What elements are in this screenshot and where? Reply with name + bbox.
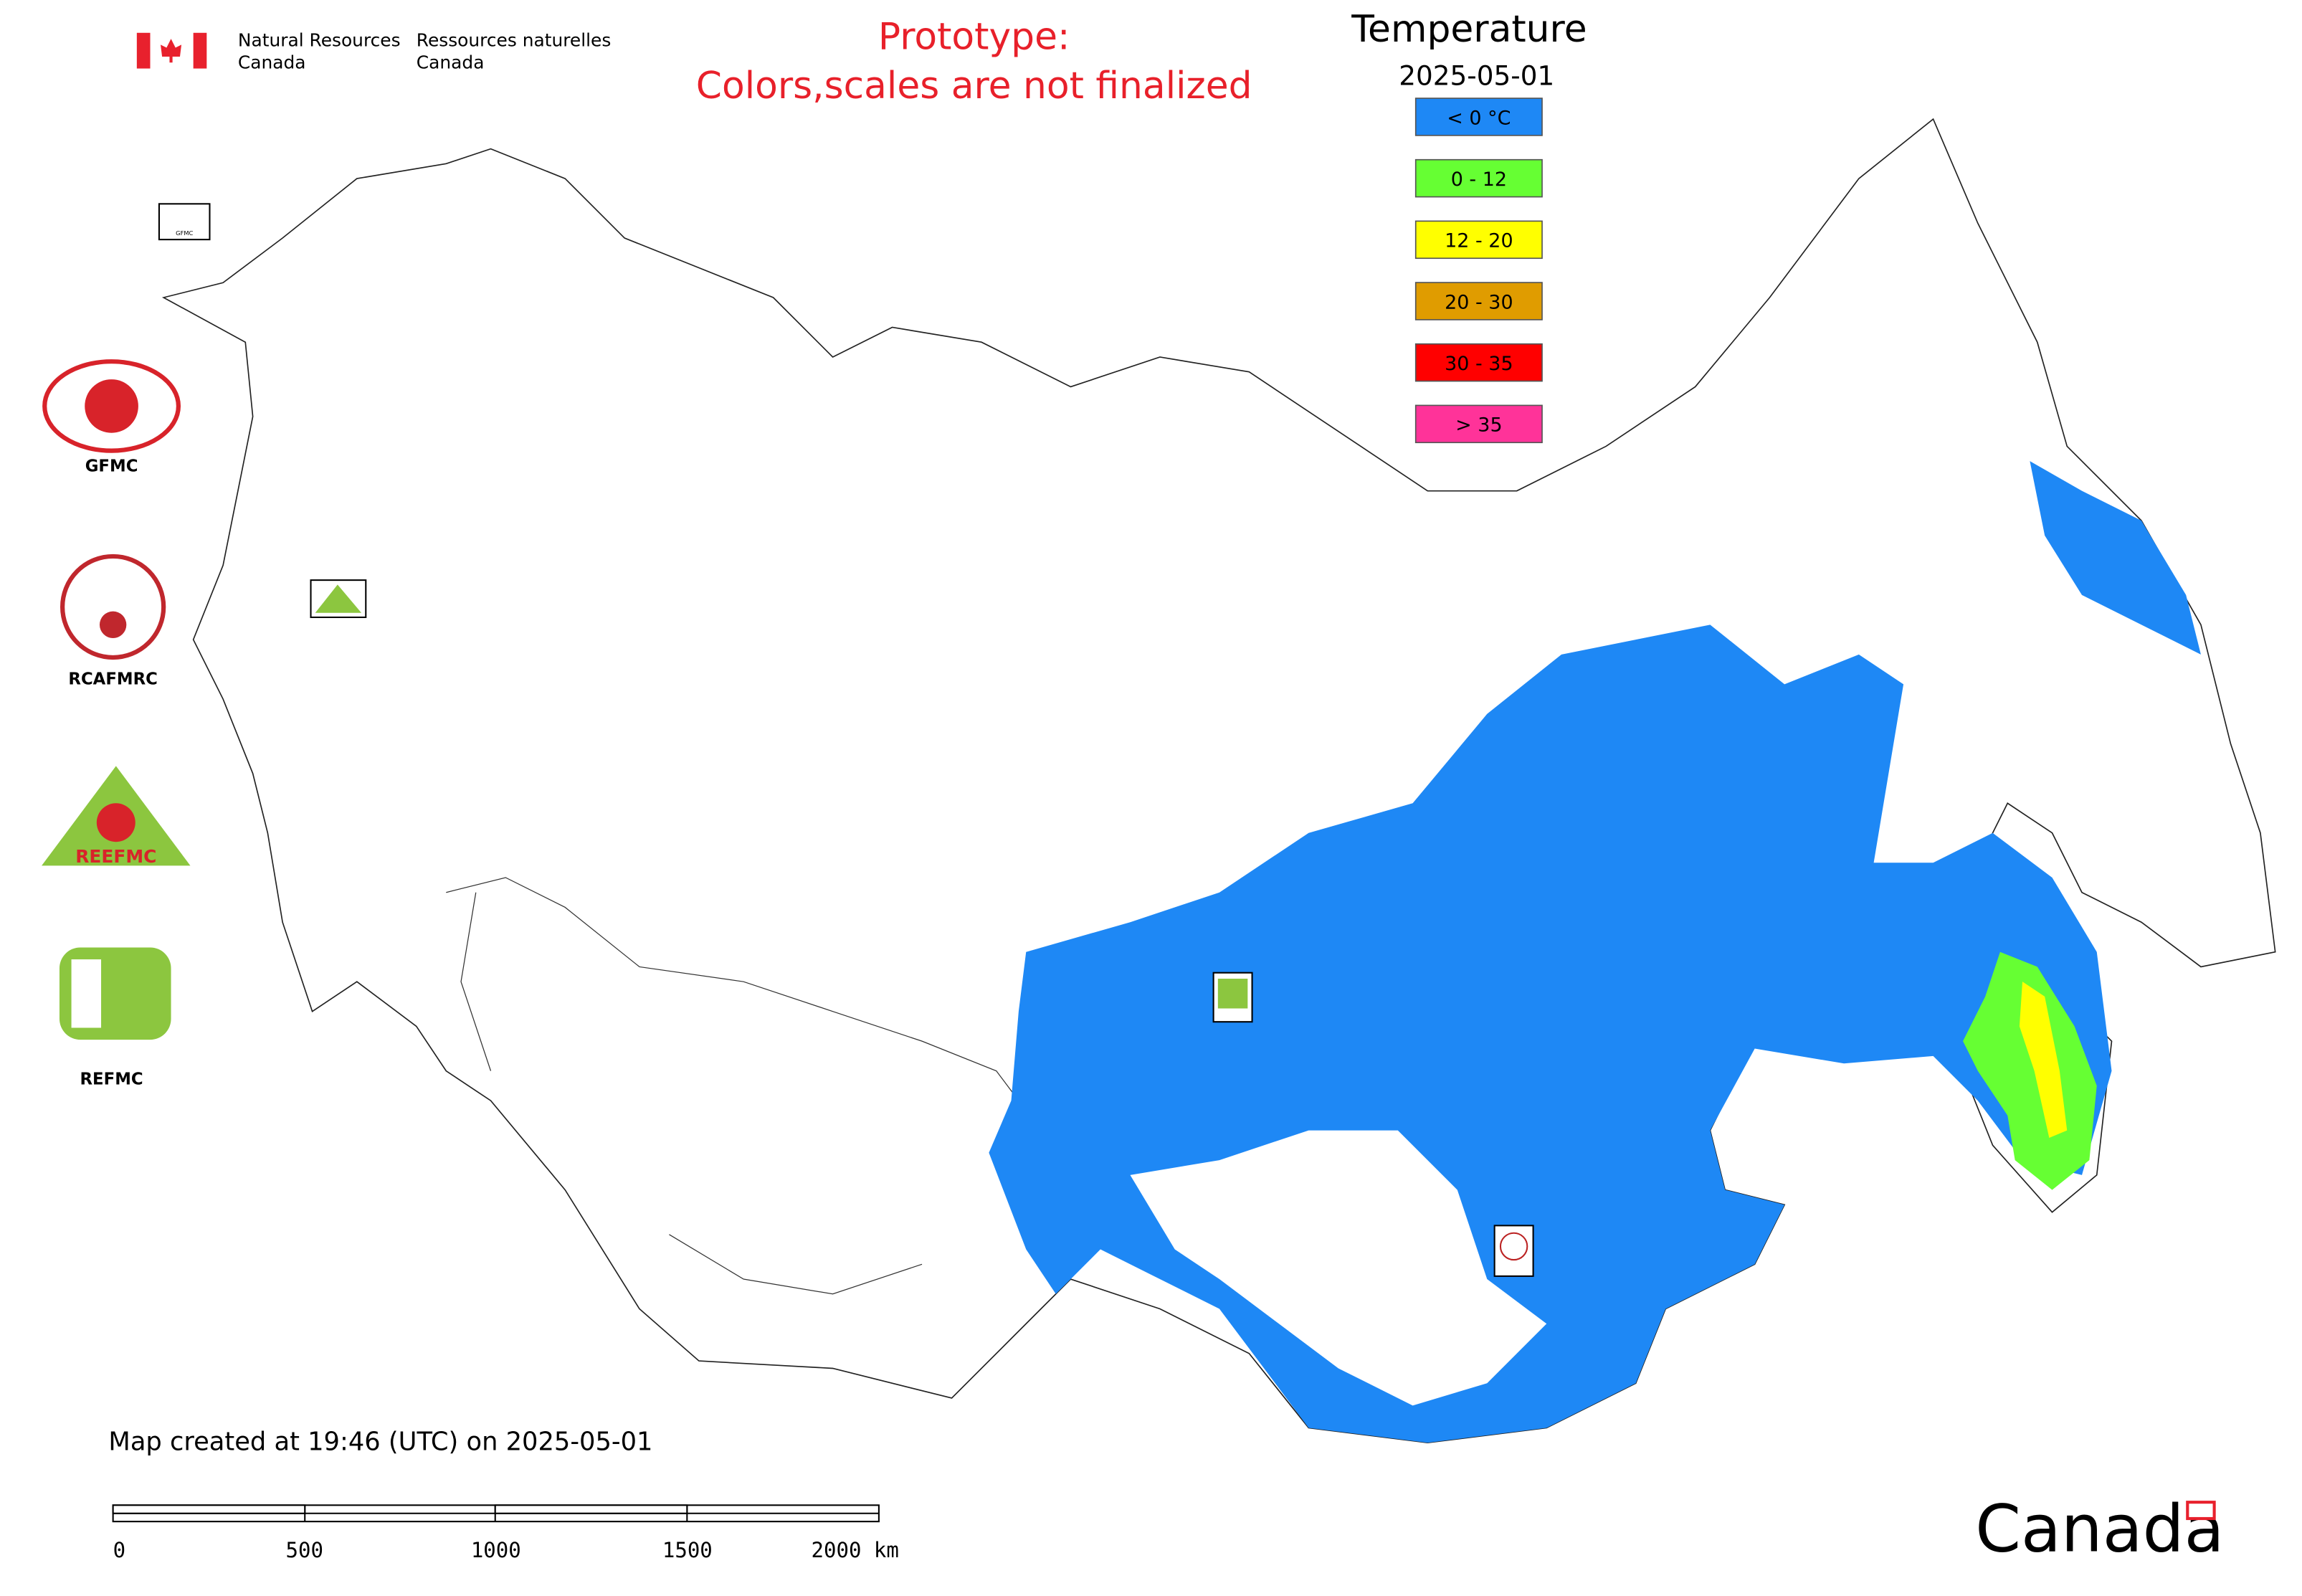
logo-refmc: REFMC: [59, 947, 171, 1088]
legend-date: 2025-05-01: [1399, 60, 1554, 91]
prototype-notice: Colors,scales are not finalized: [696, 65, 1252, 108]
org-en: Natural Resources: [238, 29, 401, 50]
canada-wordmark: Canada: [1975, 1491, 2224, 1567]
org-en: Canada: [238, 52, 306, 73]
map-logo-marker: [1212, 972, 1253, 1023]
scale-bar: [112, 1504, 880, 1523]
scale-label: 500: [285, 1538, 323, 1562]
scale-label: 1000: [471, 1538, 521, 1562]
legend-swatch: [1414, 220, 1543, 260]
logo-rcafmrc: RCAFMRC: [60, 554, 166, 688]
legend: < 0 °C 0 - 12 12 - 20 20 - 30 30 - 35 > 35: [1414, 98, 1543, 444]
legend-swatch: [1414, 98, 1543, 136]
logo-reefmc: REEFMC: [42, 766, 191, 867]
logo-label: REEFMC: [75, 846, 156, 867]
land-outline: [161, 118, 2276, 1444]
legend-label: 30 - 35: [1445, 353, 1513, 375]
created-note: Map created at 19:46 (UTC) on 2025-05-01: [108, 1428, 652, 1457]
legend-label: < 0 °C: [1447, 107, 1511, 129]
scale-label: 1500: [662, 1538, 713, 1562]
logo-label: REFMC: [80, 1070, 143, 1088]
legend-label: > 35: [1455, 414, 1502, 437]
legend-label: 20 - 30: [1445, 291, 1513, 313]
legend-title: Temperature: [1351, 8, 1587, 51]
temp-gap: [1130, 1130, 1547, 1406]
temp-region-12-20: [2019, 982, 2068, 1138]
map-logo-marker: GFMC: [158, 203, 211, 241]
wordmark-flag: [2186, 1501, 2216, 1521]
legend-label: 12 - 20: [1445, 230, 1513, 252]
scale-label: 2000 km: [812, 1538, 899, 1562]
prototype-notice: Prototype:: [878, 16, 1070, 59]
legend-swatch: [1414, 158, 1543, 198]
map-logo-marker: [1493, 1225, 1534, 1277]
marker-label: GFMC: [176, 229, 193, 237]
legend-swatch: [1414, 282, 1543, 320]
logo-label: RCAFMRC: [68, 670, 157, 688]
org-fr: Ressources naturelles: [417, 29, 612, 50]
scale-label: 0: [113, 1538, 125, 1562]
legend-swatch: [1414, 404, 1543, 444]
legend-label: 0 - 12: [1451, 168, 1507, 191]
legend-swatch: [1414, 343, 1543, 382]
org-fr: Canada: [417, 52, 485, 73]
logo-label: GFMC: [85, 457, 138, 476]
scale-labels: 0 500 1000 1500 2000 km: [113, 1538, 899, 1562]
temp-region-below-0: [2030, 461, 2201, 655]
map-logo-marker: [310, 579, 367, 619]
logo-gfmc: GFMC: [42, 359, 181, 476]
nrcan-signature: Natural Resources Canada Ressources natu…: [136, 29, 612, 73]
